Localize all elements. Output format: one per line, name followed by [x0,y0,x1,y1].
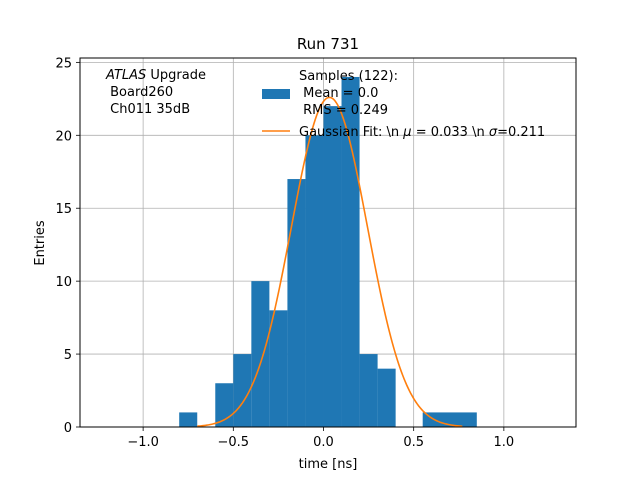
fit-label-part-1: Gaussian Fit: \n [299,125,403,140]
x-tick-label: −1.0 [127,435,159,450]
y-tick-label: 5 [64,348,72,363]
gaussian-fit-curve [197,96,463,428]
atlas-italic-word: ATLAS [105,68,146,83]
svg-text:ATLAS Upgrade: ATLAS Upgrade [105,68,206,83]
y-tick-label: 10 [55,275,72,290]
y-tick-label: 0 [64,421,72,436]
x-axis-label: time [ns] [299,457,358,472]
fit-label-part-3: =0.211 [497,125,545,140]
histogram-bar [377,368,396,427]
fit-label-mu: μ [402,125,411,140]
histogram-bar [179,412,198,427]
y-tick-label: 20 [55,129,72,144]
plot-frame [79,57,577,428]
x-tick-label: 1.0 [494,435,515,450]
y-axis-label: Entries [33,220,48,266]
legend-histogram-line-1: Samples (122): [299,69,398,84]
histogram-bar [422,412,477,427]
annotation-board: Board260 [106,85,173,100]
legend: Samples (122): Mean = 0.0 RMS = 0.249 Ga… [262,69,545,140]
histogram-bar [323,106,342,427]
y-tick-label: 25 [55,56,72,71]
legend-histogram-line-2: Mean = 0.0 [299,86,378,101]
histogram-bar [269,310,288,427]
x-tick-label: 0.0 [313,435,334,450]
y-axis-ticks: 0 5 10 15 20 25 [55,56,80,436]
fit-label-part-2: = 0.033 \n [412,125,489,140]
legend-histogram-swatch [262,89,290,99]
histogram-bar [251,281,270,427]
histogram-bar [233,354,252,427]
histogram-bar [359,354,378,427]
atlas-upgrade-text: Upgrade [146,68,206,83]
histogram-bars [179,76,477,427]
histogram-bar [305,135,324,427]
atlas-annotation: ATLAS Upgrade Board260 Ch011 35dB [105,68,206,117]
x-tick-label: 0.5 [403,435,424,450]
legend-histogram-line-3: RMS = 0.249 [299,103,388,118]
fit-label-sigma: σ [489,125,498,140]
x-axis-ticks: −1.0 −0.5 0.0 0.5 1.0 [127,427,514,450]
histogram-bar [287,179,306,427]
y-tick-label: 15 [55,202,72,217]
x-tick-label: −0.5 [218,435,250,450]
legend-fit-label: Gaussian Fit: \n μ = 0.033 \n σ=0.211 [299,125,545,140]
chart-title: Run 731 [297,35,359,53]
annotation-channel: Ch011 35dB [106,102,190,117]
